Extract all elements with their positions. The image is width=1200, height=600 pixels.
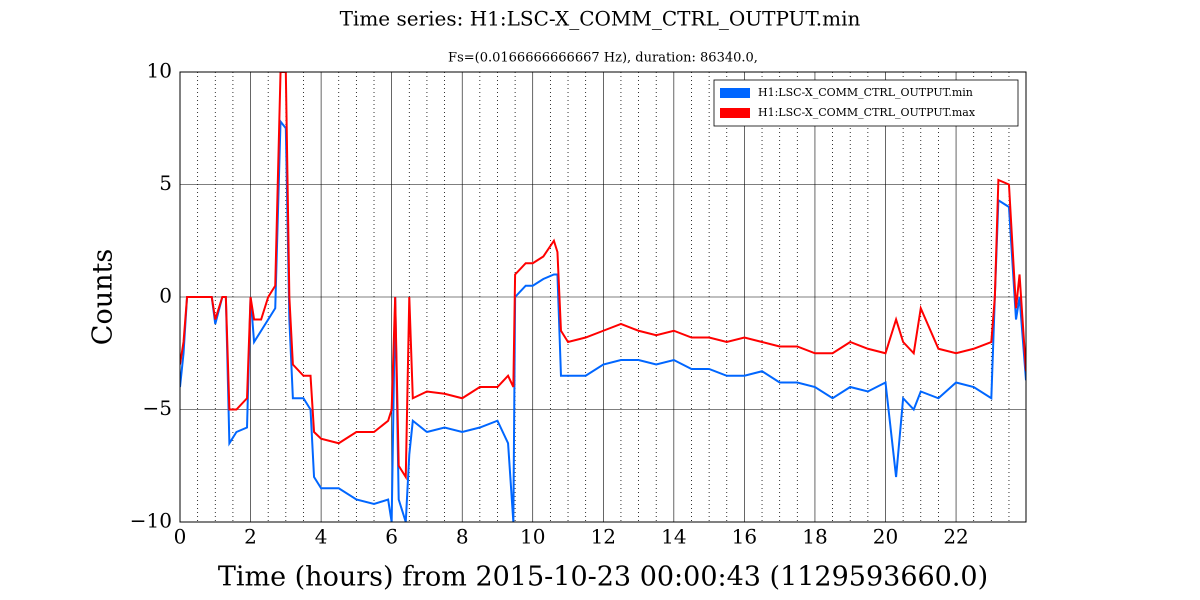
x-tick-label: 8 bbox=[456, 525, 469, 549]
x-tick-label: 10 bbox=[520, 525, 545, 549]
y-axis-label: Counts bbox=[88, 249, 119, 345]
x-axis-label: Time (hours) from 2015-10-23 00:00:43 (1… bbox=[218, 562, 988, 593]
y-tick-label: −10 bbox=[130, 509, 172, 533]
chart-title: Time series: H1:LSC-X_COMM_CTRL_OUTPUT.m… bbox=[340, 7, 861, 31]
legend-box bbox=[713, 79, 1019, 127]
y-tick-label: 10 bbox=[147, 59, 172, 83]
chart-subtitle: Fs=(0.0166666666667 Hz), duration: 86340… bbox=[448, 51, 758, 66]
series-line bbox=[180, 118, 1026, 522]
y-tick-label: 0 bbox=[159, 284, 172, 308]
x-tick-label: 22 bbox=[943, 525, 968, 549]
x-tick-label: 18 bbox=[802, 525, 827, 549]
x-tick-label: 6 bbox=[385, 525, 398, 549]
x-tick-label: 4 bbox=[315, 525, 328, 549]
x-tick-label: 16 bbox=[732, 525, 757, 549]
series-line bbox=[180, 72, 1026, 481]
y-tick-label: −5 bbox=[143, 396, 172, 420]
x-tick-label: 0 bbox=[174, 525, 187, 549]
legend-label: H1:LSC-X_COMM_CTRL_OUTPUT.min bbox=[758, 86, 973, 99]
legend-swatch bbox=[720, 108, 750, 118]
x-tick-label: 2 bbox=[244, 525, 257, 549]
y-tick-label: 5 bbox=[159, 171, 172, 195]
x-tick-label: 12 bbox=[591, 525, 616, 549]
plot-lines bbox=[180, 72, 1026, 522]
legend-label: H1:LSC-X_COMM_CTRL_OUTPUT.max bbox=[758, 106, 976, 119]
plot-frame bbox=[179, 71, 1027, 523]
x-tick-label: 14 bbox=[661, 525, 686, 549]
x-tick-label: 20 bbox=[873, 525, 898, 549]
legend-swatch bbox=[720, 88, 750, 98]
